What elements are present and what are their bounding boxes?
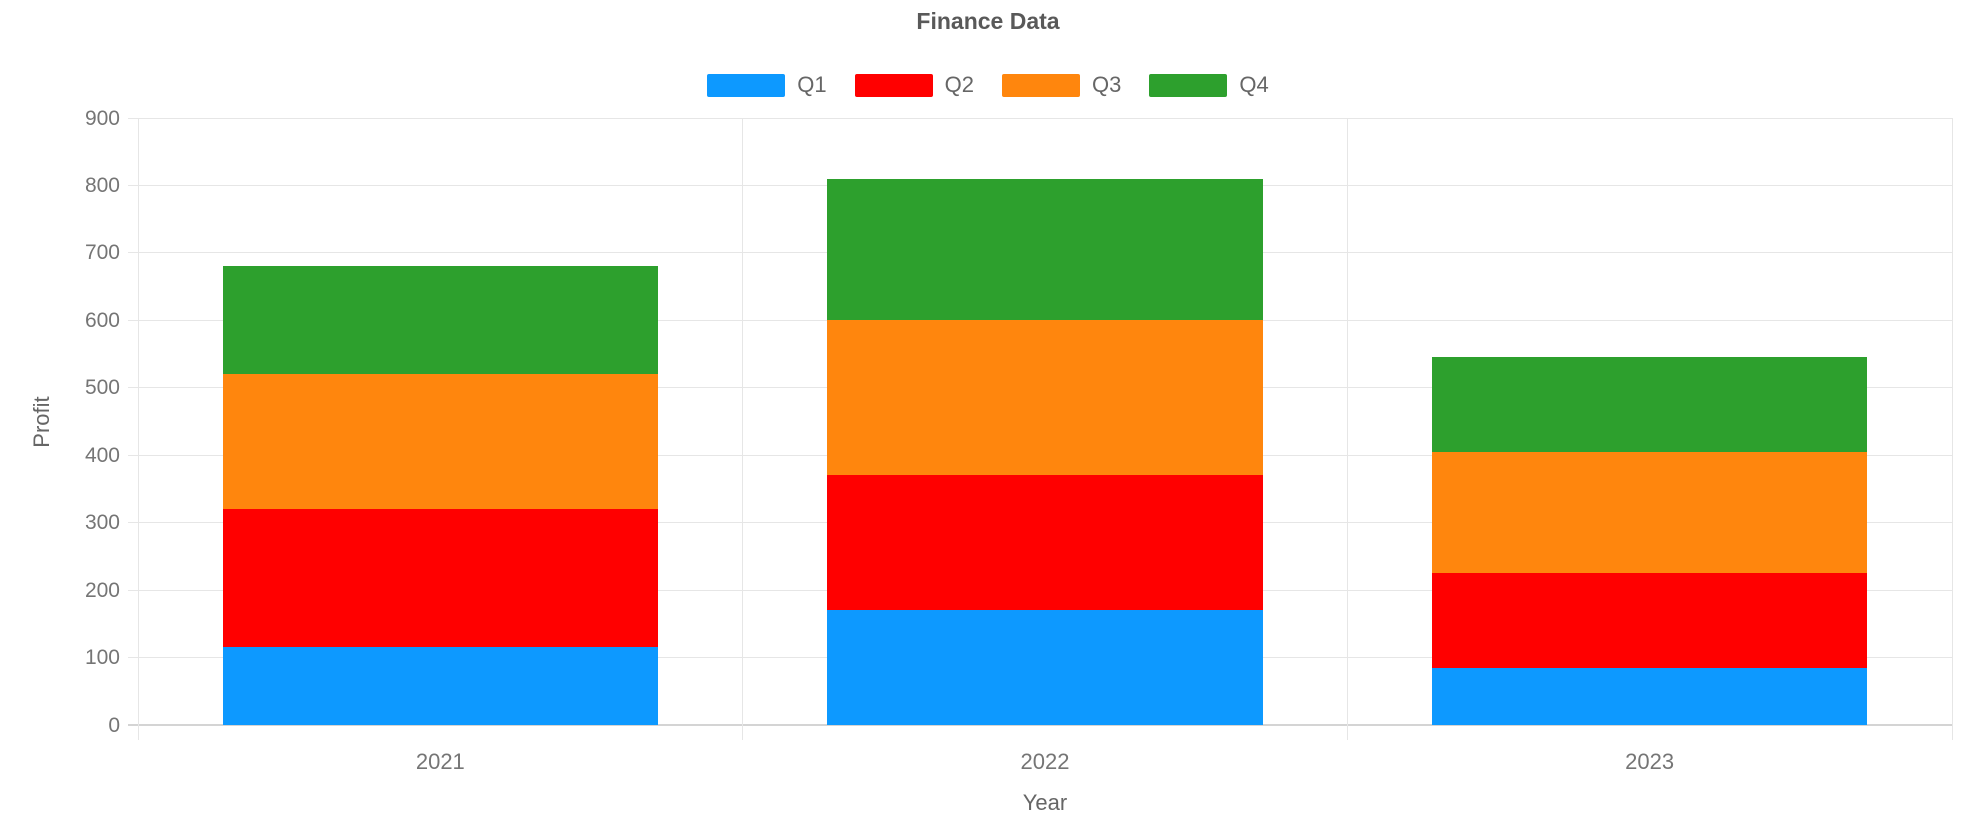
y-tick-label-600: 600 [84, 308, 120, 332]
bar-segment-2022-q2[interactable] [827, 475, 1263, 611]
legend-swatch-q3 [1002, 73, 1080, 97]
category-gridline [1346, 118, 1348, 740]
bar-segment-2021-q4[interactable] [222, 266, 658, 375]
x-axis-title: Year [1022, 790, 1068, 815]
y-gridline-900 [128, 117, 1952, 119]
y-tick-label-0: 0 [108, 713, 120, 737]
legend-item-q2[interactable]: Q2 [854, 72, 974, 98]
legend-item-q1[interactable]: Q1 [707, 72, 827, 98]
bar-segment-2021-q2[interactable] [222, 509, 658, 648]
legend-label: Q1 [797, 72, 827, 97]
legend-swatch-q1 [707, 73, 786, 97]
y-tick-label-100: 100 [84, 646, 120, 670]
bar-segment-2021-q1[interactable] [222, 647, 658, 725]
legend-item-q3[interactable]: Q3 [1002, 72, 1121, 98]
legend: Q1 Q2 Q3 Q4 [0, 72, 1976, 98]
y-tick-label-200: 200 [84, 578, 120, 602]
bar-segment-2022-q3[interactable] [827, 320, 1263, 476]
legend-label: Q3 [1092, 72, 1122, 97]
bar-segment-2023-q3[interactable] [1431, 451, 1868, 574]
y-tick-label-900: 900 [84, 106, 120, 130]
x-tick-label-2023: 2023 [1625, 749, 1675, 774]
x-tick-label-2021: 2021 [415, 749, 465, 774]
legend-label: Q4 [1239, 72, 1269, 97]
bar-segment-2022-q4[interactable] [827, 178, 1263, 321]
legend-swatch-q2 [854, 73, 933, 97]
y-tick-label-400: 400 [84, 443, 120, 467]
y-tick-label-500: 500 [84, 376, 120, 400]
category-gridline [1951, 118, 1953, 740]
y-axis-line [137, 118, 139, 740]
legend-label: Q2 [944, 72, 974, 97]
bar-segment-2022-q1[interactable] [827, 610, 1263, 725]
legend-swatch-q4 [1149, 73, 1228, 97]
y-tick-label-800: 800 [84, 173, 120, 197]
x-axis-line [128, 724, 1952, 726]
chart-title: Finance Data [916, 8, 1060, 34]
bar-segment-2023-q1[interactable] [1431, 667, 1868, 725]
bar-segment-2023-q2[interactable] [1431, 573, 1868, 668]
y-tick-label-700: 700 [84, 241, 120, 265]
x-tick-label-2022: 2022 [1020, 749, 1070, 774]
bar-segment-2023-q4[interactable] [1431, 357, 1868, 452]
y-tick-label-300: 300 [84, 511, 120, 535]
legend-item-q4[interactable]: Q4 [1149, 72, 1269, 98]
bar-segment-2021-q3[interactable] [222, 374, 658, 510]
category-gridline [742, 118, 744, 740]
